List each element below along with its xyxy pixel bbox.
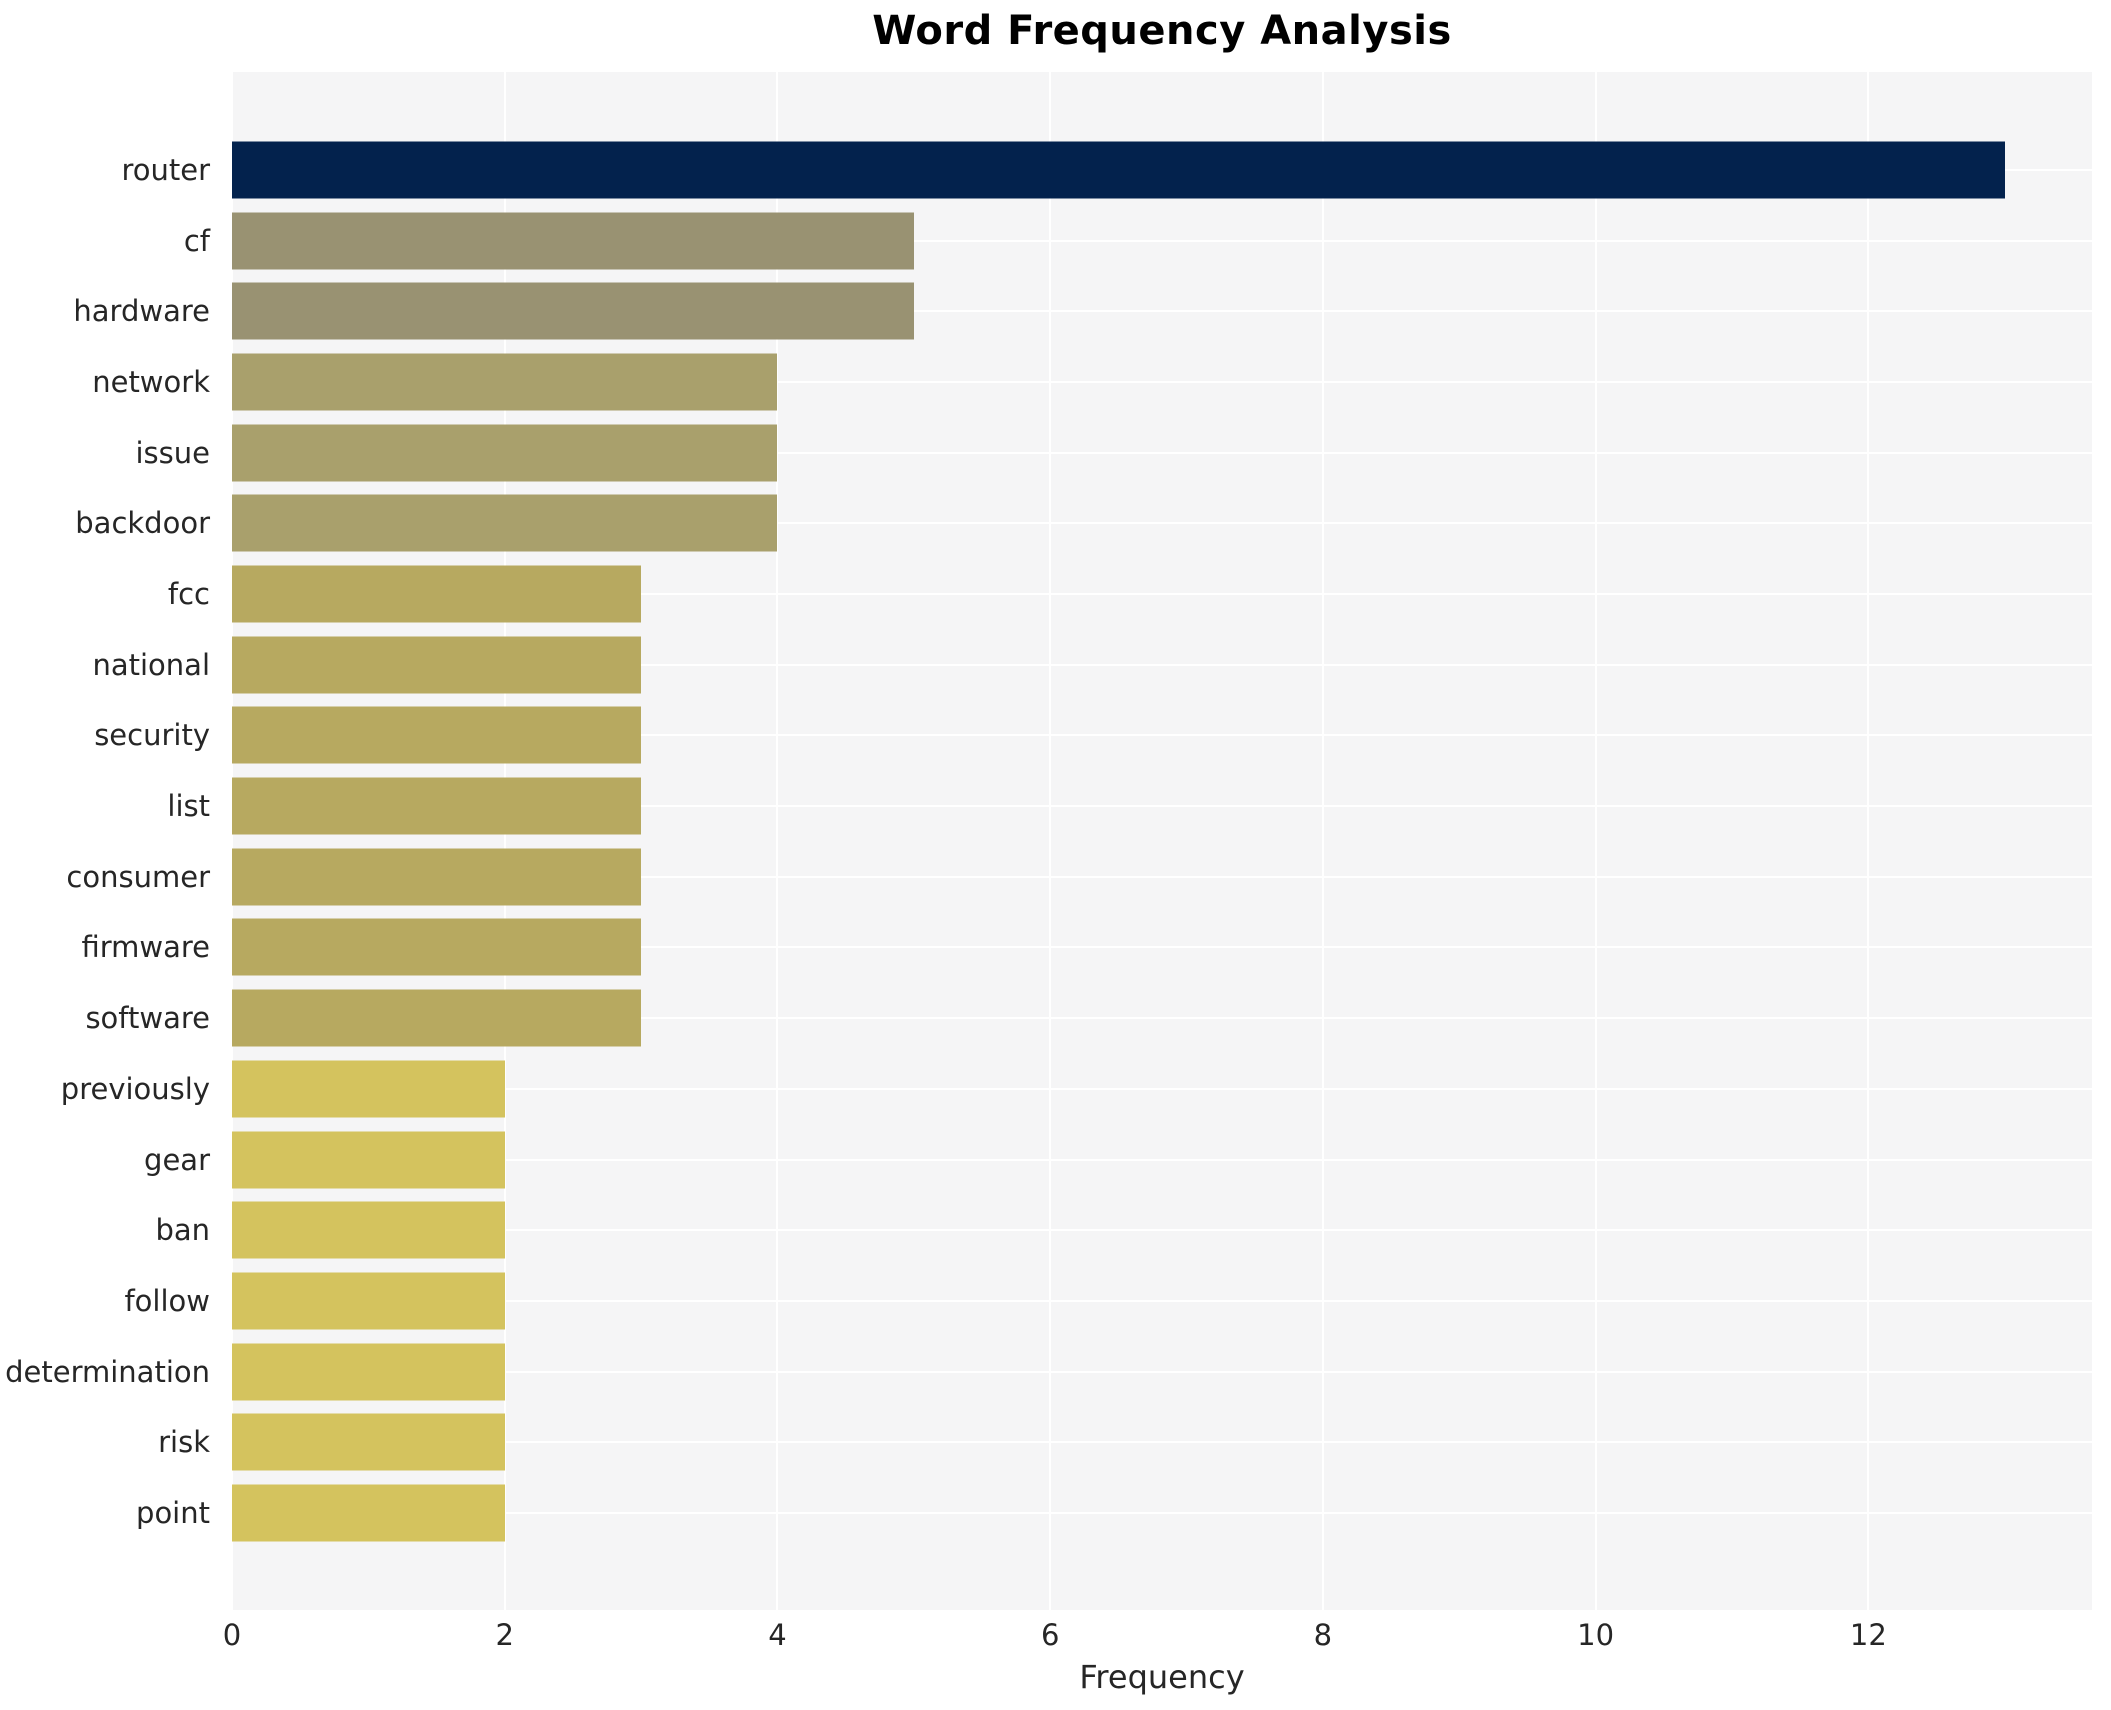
horizontal-gridline [232, 239, 2092, 242]
bar-router [232, 141, 2005, 199]
category-label-consumer: consumer [66, 859, 210, 894]
category-label-determination: determination [5, 1354, 210, 1389]
category-label-previously: previously [60, 1071, 210, 1106]
category-label-risk: risk [158, 1425, 210, 1460]
category-label-router: router [121, 153, 210, 187]
category-label-hardware: hardware [73, 294, 210, 329]
horizontal-gridline [232, 1229, 2092, 1232]
bar-consumer [232, 848, 642, 906]
bar-fcc [232, 565, 642, 623]
bar-backdoor [232, 494, 778, 552]
x-axis-title: Frequency [1079, 1658, 1245, 1696]
bar-security [232, 706, 642, 764]
horizontal-gridline [232, 593, 2092, 596]
x-tick-label: 0 [222, 1618, 242, 1652]
bar-risk [232, 1413, 505, 1471]
plot-area [231, 72, 2092, 1610]
category-label-backdoor: backdoor [75, 506, 210, 541]
horizontal-gridline [232, 1441, 2092, 1444]
horizontal-gridline [232, 310, 2092, 313]
bar-ban [232, 1201, 505, 1259]
category-label-issue: issue [135, 435, 211, 470]
category-label-firmware: firmware [81, 930, 210, 965]
bar-determination [232, 1343, 505, 1401]
category-label-network: network [92, 365, 210, 400]
horizontal-gridline [232, 734, 2092, 737]
horizontal-gridline [232, 1017, 2092, 1020]
horizontal-gridline [232, 1158, 2092, 1161]
horizontal-gridline [232, 875, 2092, 878]
vertical-gridline [1867, 72, 1870, 1610]
category-label-list: list [167, 789, 210, 824]
x-tick-label: 8 [1313, 1618, 1333, 1652]
x-tick-label: 4 [768, 1618, 787, 1652]
bar-issue [232, 424, 778, 482]
horizontal-gridline [232, 381, 2092, 384]
x-tick-label: 2 [495, 1618, 514, 1652]
horizontal-gridline [232, 1370, 2092, 1373]
bar-previously [232, 1060, 505, 1118]
category-axis-labels: router cf hardware network issue backdoor fcc n… [0, 72, 220, 1610]
horizontal-gridline [232, 1299, 2092, 1302]
horizontal-gridline [232, 451, 2092, 454]
horizontal-gridline [232, 946, 2092, 949]
vertical-gridline [1594, 72, 1597, 1610]
bar-list [232, 777, 642, 835]
x-tick-label: 10 [1577, 1618, 1615, 1652]
horizontal-gridline [232, 1511, 2092, 1514]
category-label-ban: ban [155, 1213, 210, 1248]
horizontal-gridline [232, 1087, 2092, 1090]
category-label-software: software [85, 1001, 210, 1036]
vertical-gridline [231, 72, 233, 1610]
horizontal-gridline [232, 805, 2092, 808]
chart-title: Word Frequency Analysis [872, 8, 1452, 54]
category-label-security: security [94, 718, 210, 753]
bar-hardware [232, 282, 914, 340]
category-label-cf: cf [183, 223, 210, 258]
horizontal-gridline [232, 522, 2092, 525]
category-label-fcc: fcc [167, 577, 210, 612]
vertical-gridline [1321, 72, 1324, 1610]
x-axis-ticks: 0 2 4 6 8 10 12 [0, 1618, 2111, 1658]
bar-cf [232, 212, 914, 270]
vertical-gridline [1049, 72, 1052, 1610]
vertical-gridline [776, 72, 779, 1610]
bar-point [232, 1484, 505, 1542]
bar-network [232, 353, 778, 411]
x-tick-label: 6 [1040, 1618, 1060, 1652]
bar-software [232, 989, 642, 1047]
bar-gear [232, 1131, 505, 1189]
bar-national [232, 636, 642, 694]
bar-firmware [232, 918, 642, 976]
category-label-follow: follow [124, 1283, 210, 1318]
category-label-gear: gear [144, 1142, 210, 1177]
vertical-gridline [503, 72, 506, 1610]
bar-follow [232, 1272, 505, 1330]
x-tick-label: 12 [1849, 1618, 1887, 1652]
category-label-point: point [136, 1495, 210, 1530]
horizontal-gridline [232, 663, 2092, 666]
category-label-national: national [92, 647, 210, 682]
